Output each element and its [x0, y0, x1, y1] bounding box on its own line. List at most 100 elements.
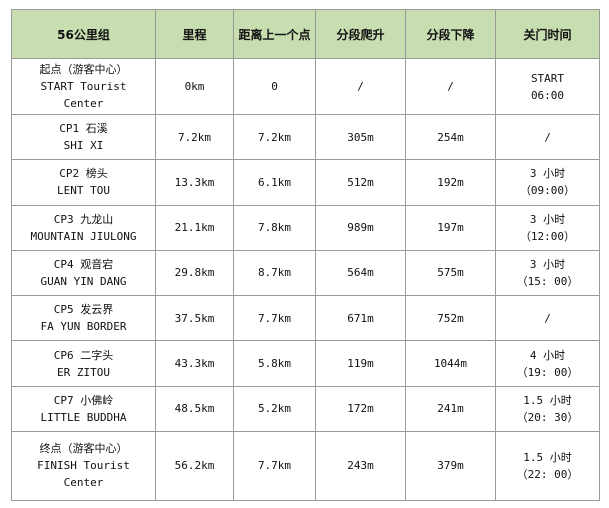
from-prev-cell: 0 [233, 57, 316, 116]
cutoff-cell-line: （09:00） [519, 184, 576, 198]
descent-cell: 379m [405, 430, 496, 502]
descent-cell: 575m [405, 249, 496, 297]
checkpoint-name-cell-line: FA YUN BORDER [40, 320, 127, 334]
checkpoint-table: 56公里组 里程 距离上一个点 分段爬升 分段下降 关门时间 起点（游客中心） S… [11, 9, 600, 502]
descent-cell: 254m [405, 114, 496, 161]
checkpoint-name-cell: CP7 小佛岭 LITTLE BUDDHA [11, 385, 156, 432]
table-row: CP4 观音宕 GUAN YIN DANG 29.8km 8.7km 564m 575m 3… [11, 249, 600, 297]
checkpoint-name-cell-line: CP1 石溪 [59, 122, 108, 136]
checkpoint-name-cell: 起点（游客中心） START Tourist Center [11, 57, 156, 116]
distance-cell: 29.8km [155, 249, 234, 297]
table-body: 起点（游客中心） START Tourist Center 0km 0 / / START 06… [11, 57, 600, 502]
descent-cell: 192m [405, 159, 496, 206]
descent-cell: 1044m [405, 340, 496, 387]
checkpoint-name-cell-line: START Tourist [40, 80, 127, 94]
header-from-prev: 距离上一个点 [233, 9, 316, 59]
from-prev-cell: 5.2km [233, 385, 316, 432]
cutoff-cell-line: （22: 00） [516, 467, 579, 481]
checkpoint-name-cell: CP5 发云界 FA YUN BORDER [11, 295, 156, 342]
distance-cell: 56.2km [155, 430, 234, 502]
cutoff-cell: / [495, 295, 600, 342]
cutoff-cell: 3 小时 （09:00） [495, 159, 600, 206]
checkpoint-name-cell-line: CP6 二字头 [53, 348, 114, 362]
checkpoint-name-cell-line: CP4 观音宕 [53, 257, 114, 271]
checkpoint-name-cell: CP2 榜头 LENT TOU [11, 159, 156, 206]
checkpoint-name-cell-line: 终点（游客中心） [39, 442, 128, 456]
checkpoint-name-cell-line: 起点（游客中心） [39, 63, 128, 77]
cutoff-cell-line: / [544, 130, 551, 144]
cutoff-cell: 3 小时 （12:00） [495, 204, 600, 251]
checkpoint-name-cell-line: CP7 小佛岭 [53, 393, 114, 407]
cutoff-cell-line: 3 小时 [529, 212, 566, 226]
checkpoint-name-cell: CP1 石溪 SHI XI [11, 114, 156, 161]
ascent-cell: 989m [315, 204, 406, 251]
checkpoint-name-cell-line: CP5 发云界 [53, 303, 114, 317]
ascent-cell: 172m [315, 385, 406, 432]
cutoff-cell: 4 小时 （19: 00） [495, 340, 600, 387]
cutoff-cell-line: 06:00 [530, 88, 565, 102]
cutoff-cell-line: / [544, 311, 551, 325]
table-row: CP1 石溪 SHI XI 7.2km 7.2km 305m 254m / [11, 114, 600, 161]
header-descent: 分段下降 [405, 9, 496, 59]
checkpoint-name-cell-line: FINISH Tourist [37, 459, 130, 473]
ascent-cell: 243m [315, 430, 406, 502]
descent-cell: / [405, 57, 496, 116]
cutoff-cell-line: 3 小时 [529, 257, 566, 271]
from-prev-cell: 8.7km [233, 249, 316, 297]
header-checkpoint: 56公里组 [11, 9, 156, 59]
from-prev-cell: 7.8km [233, 204, 316, 251]
checkpoint-name-cell-line: SHI XI [63, 139, 104, 153]
from-prev-cell: 7.2km [233, 114, 316, 161]
checkpoint-name-cell-line: ER ZITOU [57, 365, 110, 379]
checkpoint-name-cell: CP6 二字头 ER ZITOU [11, 340, 156, 387]
cutoff-cell-line: 4 小时 [529, 348, 566, 362]
ascent-cell: 119m [315, 340, 406, 387]
table-row: 起点（游客中心） START Tourist Center 0km 0// START 06… [11, 57, 600, 116]
cutoff-cell: 1.5 小时 （20: 30） [495, 385, 600, 432]
descent-cell: 752m [405, 295, 496, 342]
table-row: CP6 二字头 ER ZITOU 43.3km 5.8km 119m 1044m 4 小时 （… [11, 340, 600, 387]
cutoff-cell: 3 小时 （15: 00） [495, 249, 600, 297]
distance-cell: 48.5km [155, 385, 234, 432]
header-distance: 里程 [155, 9, 234, 59]
checkpoint-name-cell: CP4 观音宕 GUAN YIN DANG [11, 249, 156, 297]
table-row: CP2 榜头 LENT TOU 13.3km 6.1km 512m 192m 3 小时 （09… [11, 159, 600, 206]
cutoff-cell-line: （12:00） [519, 229, 576, 243]
table-row: CP7 小佛岭 LITTLE BUDDHA 48.5km 5.2km 172m 241m 1… [11, 385, 600, 432]
cutoff-cell-line: （19: 00） [516, 365, 579, 379]
distance-cell: 7.2km [155, 114, 234, 161]
cutoff-cell-line: 1.5 小时 [523, 393, 572, 407]
checkpoint-name-cell-line: CP3 九龙山 [53, 212, 114, 226]
distance-cell: 13.3km [155, 159, 234, 206]
checkpoint-name-cell: CP3 九龙山 MOUNTAIN JIULONG [11, 204, 156, 251]
checkpoint-name-cell-line: LITTLE BUDDHA [40, 410, 127, 424]
distance-cell: 43.3km [155, 340, 234, 387]
checkpoint-name-cell-line: CP2 榜头 [59, 167, 108, 181]
cutoff-cell-line: （15: 00） [516, 274, 579, 288]
ascent-cell: 512m [315, 159, 406, 206]
table-row: CP5 发云界 FA YUN BORDER 37.5km 7.7km 671m 752m / [11, 295, 600, 342]
checkpoint-name-cell: 终点（游客中心） FINISH Tourist Center [11, 430, 156, 502]
checkpoint-name-cell-line: MOUNTAIN JIULONG [30, 229, 137, 243]
header-row: 56公里组 里程 距离上一个点 分段爬升 分段下降 关门时间 [11, 9, 600, 59]
from-prev-cell: 7.7km [233, 295, 316, 342]
cutoff-cell-line: （20: 30） [516, 410, 579, 424]
checkpoint-name-cell-line: GUAN YIN DANG [40, 274, 127, 288]
ascent-cell: 305m [315, 114, 406, 161]
table-row: 终点（游客中心） FINISH Tourist Center 56.2km 7.7km 2… [11, 430, 600, 502]
cutoff-cell-line: 1.5 小时 [523, 450, 572, 464]
cutoff-cell: / [495, 114, 600, 161]
descent-cell: 241m [405, 385, 496, 432]
checkpoint-name-cell-line: LENT TOU [57, 184, 110, 198]
cutoff-cell: 1.5 小时 （22: 00） [495, 430, 600, 502]
from-prev-cell: 5.8km [233, 340, 316, 387]
from-prev-cell: 6.1km [233, 159, 316, 206]
ascent-cell: 564m [315, 249, 406, 297]
cutoff-cell-line: START [530, 71, 565, 85]
table-row: CP3 九龙山 MOUNTAIN JIULONG 21.1km 7.8km 989m 19… [11, 204, 600, 251]
cutoff-cell-line: 3 小时 [529, 167, 566, 181]
descent-cell: 197m [405, 204, 496, 251]
distance-cell: 0km [155, 57, 234, 116]
checkpoint-name-cell-line: Center [63, 97, 104, 111]
cutoff-cell: START 06:00 [495, 57, 600, 116]
